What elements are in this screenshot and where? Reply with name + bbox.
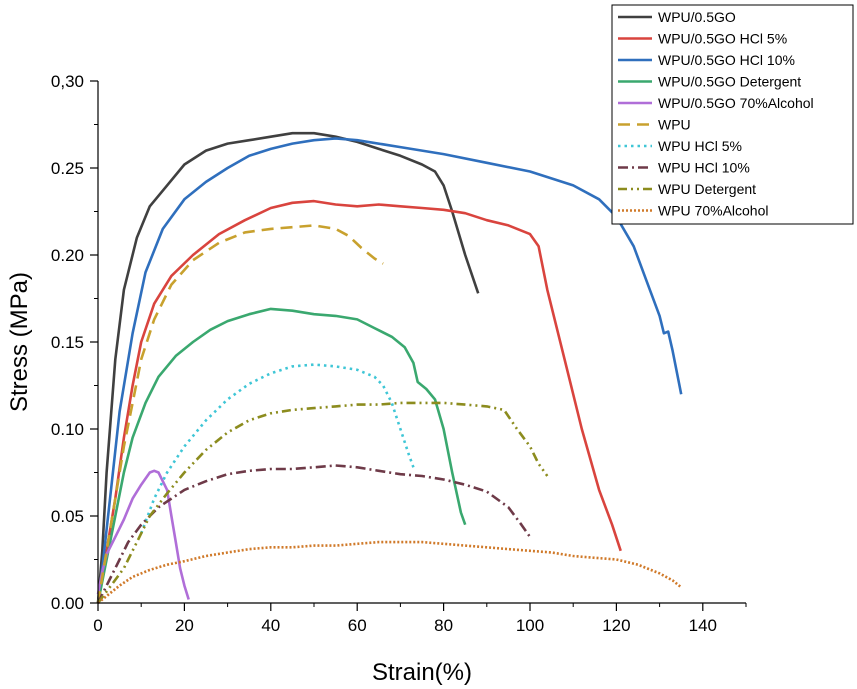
x-axis-title: Strain(%) [372, 659, 472, 686]
series-line-5 [96, 224, 384, 604]
legend-entry: WPU/0.5GO [658, 9, 736, 25]
series-line-3 [96, 307, 467, 604]
x-tick-label: 20 [175, 616, 194, 635]
series-line-8 [96, 401, 549, 604]
axes-layer: 0 20 40 60 80 100 120 140 0.00 0.05 0.10 0.15 0.20 0.… [51, 72, 747, 635]
series-line-6 [139, 363, 415, 534]
legend-entry: WPU HCl 5% [658, 138, 742, 154]
x-tick-label: 140 [689, 616, 717, 635]
x-tick-label: 0 [93, 616, 102, 635]
series-line-7 [96, 464, 532, 604]
legend-box [611, 4, 854, 225]
x-tick-label: 120 [602, 616, 630, 635]
legend-entry: WPU Detergent [658, 181, 756, 197]
legend-entry: WPU/0.5GO HCl 10% [658, 52, 795, 68]
series-line-4 [96, 469, 190, 600]
y-tick-label: 0.15 [51, 333, 84, 352]
series-line-2 [96, 137, 683, 604]
y-tick-label: 0.10 [51, 420, 84, 439]
x-tick-label: 100 [516, 616, 544, 635]
x-tick-label: 60 [348, 616, 367, 635]
y-tick-label: 0.00 [51, 594, 84, 613]
x-tick-label: 40 [261, 616, 280, 635]
series-layer [96, 131, 683, 605]
series-line-0 [96, 131, 480, 604]
legend-entry: WPU [658, 117, 691, 133]
legend-entry: WPU 70%Alcohol [658, 203, 769, 219]
series-line-1 [96, 199, 622, 604]
series-line-9 [97, 540, 683, 605]
y-tick-label: 0.20 [51, 246, 84, 265]
legend-entry: WPU/0.5GO Detergent [658, 74, 801, 90]
x-tick-label: 80 [434, 616, 453, 635]
y-tick-label: 0.05 [51, 507, 84, 526]
legend-entry: WPU HCl 10% [658, 160, 750, 176]
legend-entry: WPU/0.5GO HCl 5% [658, 31, 787, 47]
legend: WPU/0.5GO WPU/0.5GO HCl 5% WPU/0.5GO HCl 1… [611, 4, 854, 225]
y-tick-label: 0.25 [51, 159, 84, 178]
y-tick-label: 0,30 [51, 72, 84, 91]
y-axis-title: Stress (MPa) [6, 272, 33, 412]
legend-entry: WPU/0.5GO 70%Alcohol [658, 95, 814, 111]
